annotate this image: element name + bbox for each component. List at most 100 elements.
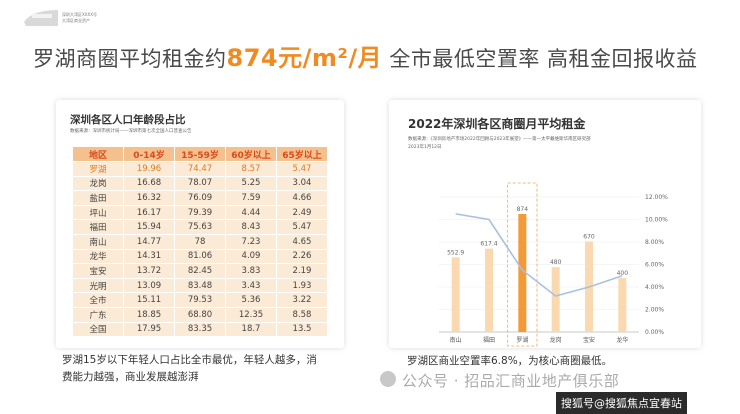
x-tick-label: 南山 [450, 336, 462, 344]
table-cell: 17.95 [123, 321, 175, 338]
table-cell: 83.35 [174, 321, 226, 338]
table-cell: 宝安 [72, 263, 124, 279]
right-axis-tick-label: 2.00% [645, 307, 664, 314]
right-axis-tick-label: 8.00% [645, 239, 664, 246]
table-cell: 83.48 [174, 277, 226, 294]
table-cell: 15.94 [123, 219, 175, 235]
logo-line2: 大湾区商业资产 [62, 18, 90, 23]
table-cell: 福田 [72, 219, 124, 235]
bar [451, 257, 460, 332]
table-cell: 18.7 [225, 321, 277, 338]
table-cell: 4.09 [225, 248, 277, 265]
table-cell: 12.35 [225, 306, 277, 323]
table-cell: 8.58 [276, 306, 328, 323]
table-header-cell: 65岁以上 [276, 146, 328, 162]
table-cell: 光明 [72, 277, 124, 294]
right-axis-tick-label: 10.00% [645, 217, 668, 224]
bar [518, 214, 527, 332]
table-cell: 18.85 [123, 306, 175, 323]
table-row: 宝安 13.72 82.45 3.83 2.19 [72, 263, 328, 279]
table-cell: 8.43 [225, 219, 277, 235]
table-cell: 78.07 [174, 175, 226, 192]
logo-line1: 深圳大湾区XXXX号 [62, 12, 97, 17]
wechat-icon [380, 371, 396, 387]
table-row: 广东 18.85 68.80 12.35 8.58 [72, 306, 328, 323]
headline-suffix: 全市最低空置率 高租金回报收益 [382, 47, 698, 71]
rent-source-date: 2023年1月12日 [408, 145, 442, 150]
table-cell: 4.66 [276, 190, 328, 206]
table-cell: 75.63 [174, 219, 226, 235]
table-row: 福田 15.94 75.63 8.43 5.47 [72, 219, 328, 235]
table-cell: 16.68 [123, 175, 175, 192]
table-cell: 79.53 [174, 292, 226, 308]
bar-value-label: 480 [550, 259, 562, 266]
table-cell: 全国 [72, 321, 124, 338]
population-table: 地区 0-14岁 15-59岁 60岁以上 65岁以上 罗湖 19.96 74.47 8.57… [72, 146, 328, 338]
table-header-cell: 0-14岁 [123, 146, 175, 162]
table-row: 南山 14.77 78 7.23 4.65 [72, 233, 328, 250]
table-cell: 15.11 [123, 292, 175, 308]
table-header-cell: 60岁以上 [225, 146, 277, 162]
population-card: 深圳各区人口年龄段占比 数据来源：深圳市统计局——深圳市第七次全国人口普查公告 … [56, 100, 344, 348]
rent-title: 2022年深圳各区商圈月平均租金 [408, 117, 586, 131]
table-cell: 3.04 [276, 175, 328, 192]
table-cell: 82.45 [174, 263, 226, 279]
table-cell: 5.36 [225, 292, 277, 308]
table-cell: 81.06 [174, 248, 226, 265]
table-cell: 2.19 [276, 263, 328, 279]
rent-chart: 0.00% 2.00% 4.00% 6.00% 8.00% 10.00% 12.00% 552… [439, 182, 668, 347]
table-cell: 4.65 [276, 233, 328, 250]
headline-highlight: 874元/m²/月 [226, 44, 383, 72]
table-header-cell: 15-59岁 [174, 146, 226, 162]
table-cell: 7.59 [225, 190, 277, 206]
caption-line2: 费能力越强，商业发展越澎湃 [62, 371, 199, 383]
table-cell: 南山 [72, 233, 124, 250]
x-tick-label: 龙岗 [550, 336, 562, 344]
right-axis-tick-label: 6.00% [645, 262, 664, 269]
bar [551, 267, 560, 332]
table-cell: 坪山 [72, 204, 124, 221]
x-tick-label: 罗湖 [516, 336, 528, 344]
vacancy-line [455, 213, 623, 297]
table-cell: 74.47 [174, 161, 226, 177]
bar-value-label: 670 [583, 234, 595, 241]
caption-line1: 罗湖15岁以下年轻人口占比全市最优，年轻人越多，消 [62, 354, 317, 366]
table-cell: 78 [174, 233, 226, 250]
rent-source: 数据来源：《深圳房地产市场2022年回顾与2023年展望》——第一太平戴维斯华南… [408, 137, 591, 142]
table-cell: 广东 [72, 306, 124, 323]
bar-value-label: 400 [617, 270, 629, 277]
table-cell: 7.23 [225, 233, 277, 250]
population-source: 数据来源：深圳市统计局——深圳市第七次全国人口普查公告 [70, 129, 192, 134]
table-row: 罗湖 19.96 74.47 8.57 5.47 [72, 161, 328, 177]
right-axis-tick-label: 12.00% [645, 194, 668, 201]
table-cell: 5.25 [225, 175, 277, 192]
rent-card: 2022年深圳各区商圈月平均租金 数据来源：《深圳房地产市场2022年回顾与20… [389, 100, 701, 348]
table-cell: 5.47 [276, 161, 328, 177]
rent-caption: 罗湖区商业空置率6.8%，为核心商圈最低。 [407, 355, 613, 367]
table-row: 全市 15.11 79.53 5.36 3.22 [72, 292, 328, 308]
right-axis-tick-label: 0.00% [645, 329, 664, 336]
brand-logo: 深圳大湾区XXXX号 大湾区商业资产 [22, 0, 122, 34]
x-tick-label: 福田 [483, 336, 495, 344]
table-cell: 19.96 [123, 161, 175, 177]
headline-prefix: 罗湖商圈平均租金约 [33, 47, 227, 71]
bar-value-label: 874 [517, 206, 529, 213]
table-row: 龙华 14.31 81.06 4.09 2.26 [72, 248, 328, 265]
table-cell: 14.77 [123, 233, 175, 250]
table-row: 盐田 16.32 76.09 7.59 4.66 [72, 190, 328, 206]
table-cell: 13.09 [123, 277, 175, 294]
table-cell: 龙岗 [72, 175, 124, 192]
table-cell: 3.22 [276, 292, 328, 308]
bar-value-label: 617.4 [480, 241, 497, 248]
table-cell: 8.57 [225, 161, 277, 177]
table-cell: 68.80 [174, 306, 226, 323]
population-caption: 罗湖15岁以下年轻人口占比全市最优，年轻人越多，消 费能力越强，商业发展越澎湃 [62, 352, 317, 386]
table-cell: 76.09 [174, 190, 226, 206]
x-tick-label: 龙华 [616, 336, 628, 344]
table-cell: 3.43 [225, 277, 277, 294]
table-row: 全国 17.95 83.35 18.7 13.5 [72, 321, 328, 338]
watermark-text: 公众号 · 招品汇商业地产俱乐部 [402, 372, 620, 390]
table-cell: 全市 [72, 292, 124, 308]
bar-value-label: 552.9 [447, 249, 464, 256]
population-title: 深圳各区人口年龄段占比 [70, 114, 186, 126]
